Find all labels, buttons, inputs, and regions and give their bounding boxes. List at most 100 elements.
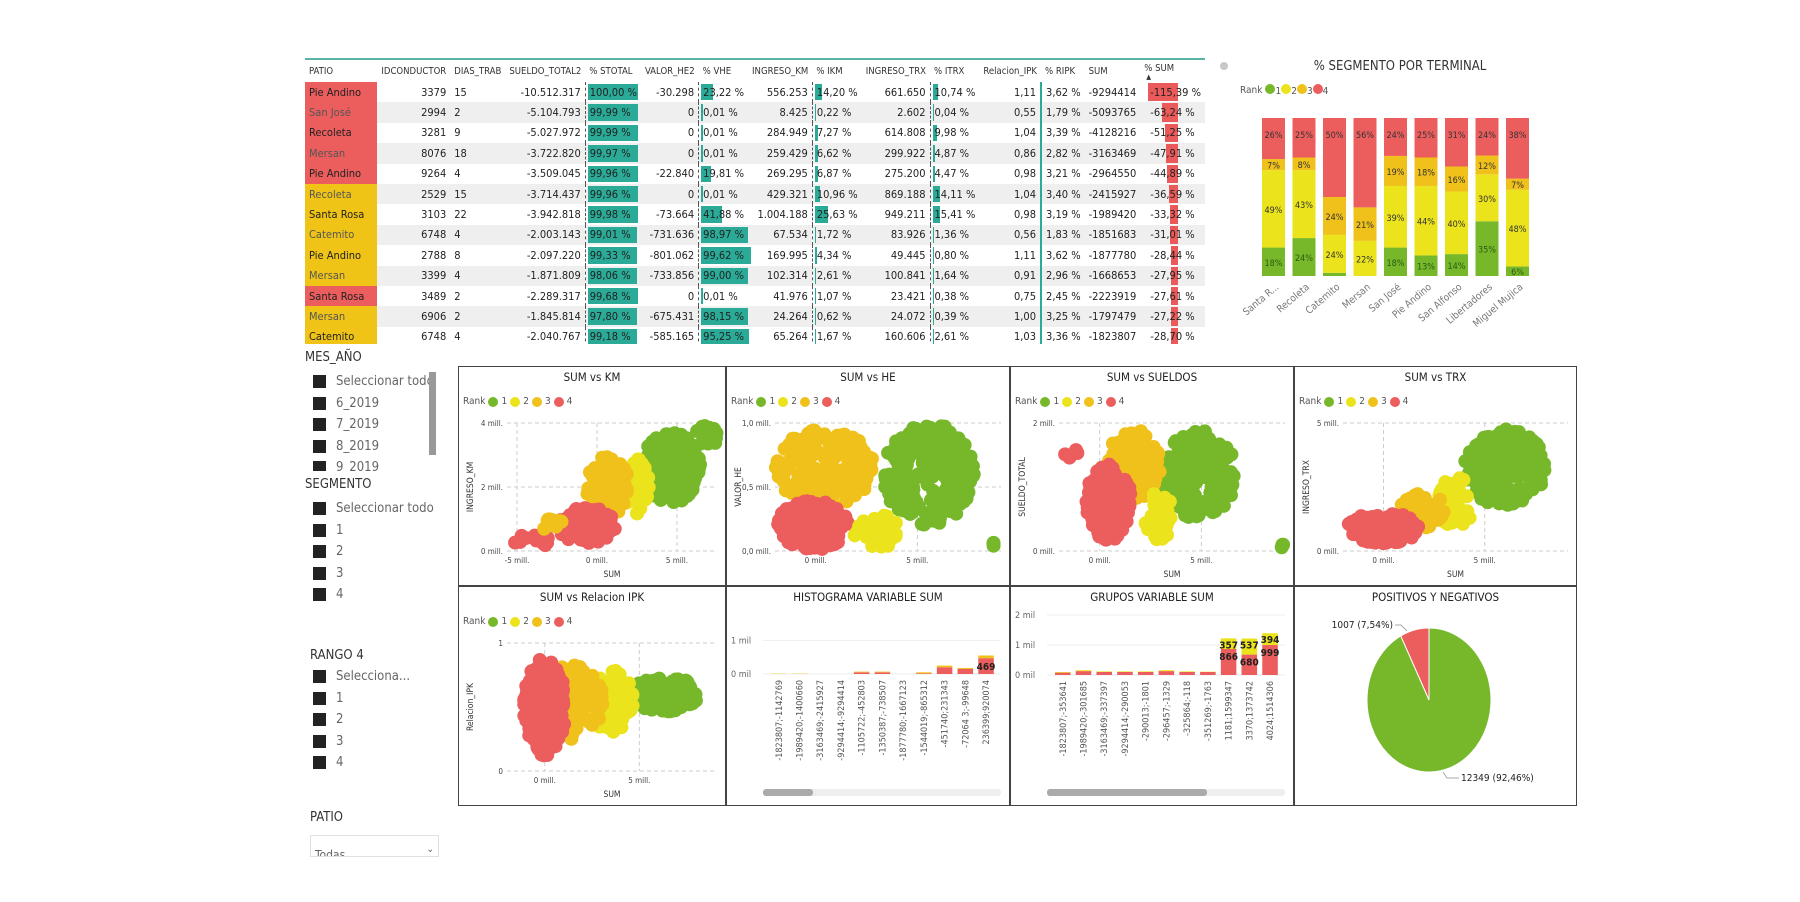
scatter-point[interactable]: [534, 742, 549, 757]
scatter-point[interactable]: [1138, 516, 1153, 531]
checkbox-checked-icon[interactable]: [313, 691, 326, 705]
scatter-point[interactable]: [619, 682, 634, 697]
scatter-point[interactable]: [1157, 479, 1172, 494]
scatter-point[interactable]: [917, 517, 932, 532]
histogram-bar[interactable]: [916, 673, 932, 674]
scatter-point[interactable]: [1192, 450, 1207, 465]
scatter-point[interactable]: [1110, 505, 1125, 520]
segment-bar[interactable]: [1353, 118, 1377, 208]
scatter-point[interactable]: [885, 472, 900, 487]
segment-bar[interactable]: [1414, 185, 1438, 256]
scatter-point[interactable]: [591, 680, 606, 695]
column-header[interactable]: Relacion_IPK: [979, 58, 1042, 82]
scatter-point[interactable]: [965, 459, 980, 474]
histogram-bar[interactable]: [1241, 638, 1258, 655]
scatter-point[interactable]: [1186, 507, 1201, 522]
scatter-point[interactable]: [1214, 482, 1229, 497]
scatter-point[interactable]: [1491, 439, 1506, 454]
table-row[interactable]: Mersan 3399 4 -1.871.809 98,06 % -733.856 99,0…: [305, 265, 1205, 286]
segment-bar[interactable]: [1323, 118, 1346, 197]
scatter-point[interactable]: [799, 430, 814, 445]
scatter-point[interactable]: [568, 688, 583, 703]
scatter-point[interactable]: [1105, 493, 1120, 508]
histogram-bar[interactable]: [1117, 672, 1133, 675]
scatter-point[interactable]: [943, 489, 958, 504]
scatter-point[interactable]: [951, 431, 966, 446]
scatter-point[interactable]: [888, 529, 903, 544]
slicer-item[interactable]: 4: [313, 752, 450, 774]
scatter-point[interactable]: [1276, 537, 1291, 552]
slicer-item[interactable]: Selecciona...: [313, 666, 450, 688]
scatter-point[interactable]: [1179, 477, 1194, 492]
scatter-point[interactable]: [664, 686, 679, 701]
scatter-point[interactable]: [549, 726, 564, 741]
scatter-point[interactable]: [660, 463, 675, 478]
scatter-point[interactable]: [1161, 511, 1176, 526]
segment-bar[interactable]: [1384, 185, 1407, 248]
histogram-bar[interactable]: [1055, 672, 1071, 673]
scatter-point[interactable]: [1515, 450, 1530, 465]
scatter-point[interactable]: [878, 520, 893, 535]
scatter-point[interactable]: [925, 469, 940, 484]
scatter-point[interactable]: [1509, 468, 1524, 483]
scatter-point[interactable]: [586, 487, 601, 502]
scatter-point[interactable]: [1503, 492, 1518, 507]
scatter-point[interactable]: [793, 529, 808, 544]
column-header[interactable]: % VHE: [698, 58, 749, 82]
histogram-bar[interactable]: [1158, 670, 1175, 672]
histogram-bar[interactable]: [1158, 671, 1175, 675]
segment-bar[interactable]: [1262, 159, 1285, 171]
scatter-point[interactable]: [619, 466, 634, 481]
scatter-point[interactable]: [524, 664, 539, 679]
histogram-bar[interactable]: [1179, 672, 1195, 675]
segment-bar[interactable]: [1323, 197, 1346, 235]
histogram-bar[interactable]: [1075, 670, 1092, 672]
scatter-point[interactable]: [934, 419, 949, 434]
slicer-item[interactable]: Seleccionar todo: [313, 498, 445, 520]
scatter-point[interactable]: [541, 697, 556, 712]
slicer-item[interactable]: 6_2019: [313, 393, 435, 415]
scatter-point[interactable]: [856, 460, 871, 475]
scatter-point[interactable]: [1481, 429, 1496, 444]
scatter-point[interactable]: [588, 695, 603, 710]
segment-bar[interactable]: [1506, 178, 1529, 190]
scatter-point[interactable]: [881, 538, 896, 553]
scatter-point[interactable]: [1474, 486, 1489, 501]
horizontal-scrollbar[interactable]: [763, 789, 1001, 796]
slicer-item[interactable]: 7_2019: [313, 414, 435, 436]
scatter-point[interactable]: [1225, 477, 1240, 492]
scatter-point[interactable]: [651, 451, 666, 466]
histogram-bar[interactable]: [978, 655, 994, 659]
scatter-point[interactable]: [936, 464, 951, 479]
scatter-point[interactable]: [1161, 450, 1176, 465]
checkbox-checked-icon[interactable]: [313, 418, 326, 432]
slicer-item[interactable]: Seleccionar todo: [313, 371, 435, 393]
scatter-point[interactable]: [680, 489, 695, 504]
column-header[interactable]: % ITRX: [930, 58, 980, 82]
scatter-point[interactable]: [1376, 536, 1391, 551]
scatter-point[interactable]: [551, 676, 566, 691]
scatter-point[interactable]: [653, 492, 668, 507]
histogram-bar[interactable]: [1262, 633, 1278, 646]
segment-bar[interactable]: [1262, 247, 1285, 276]
scatter-point[interactable]: [887, 441, 902, 456]
scatter-point[interactable]: [932, 511, 947, 526]
scatter-point[interactable]: [1084, 493, 1099, 508]
table-row[interactable]: Pie Andino 3379 15 -10.512.317 100,00 % -30.2…: [305, 82, 1205, 103]
scatter-point[interactable]: [637, 460, 652, 475]
checkbox-checked-icon[interactable]: [313, 396, 326, 410]
scatter-point[interactable]: [1406, 524, 1421, 539]
scatter-point[interactable]: [610, 672, 625, 687]
table-scroll-handle[interactable]: [1220, 62, 1228, 70]
segment-bar[interactable]: [1262, 118, 1285, 160]
scatter-point[interactable]: [1489, 454, 1504, 469]
scatter-point[interactable]: [775, 507, 790, 522]
scatter-point[interactable]: [567, 662, 582, 677]
histogram-bar[interactable]: [1137, 672, 1154, 675]
histogram-bar[interactable]: [1220, 638, 1237, 650]
scatter-point[interactable]: [1394, 497, 1409, 512]
scatter-point[interactable]: [1493, 425, 1508, 440]
scatter-point[interactable]: [1146, 491, 1161, 506]
segment-bar[interactable]: [1445, 191, 1468, 255]
slicer-item[interactable]: 2: [313, 709, 450, 731]
